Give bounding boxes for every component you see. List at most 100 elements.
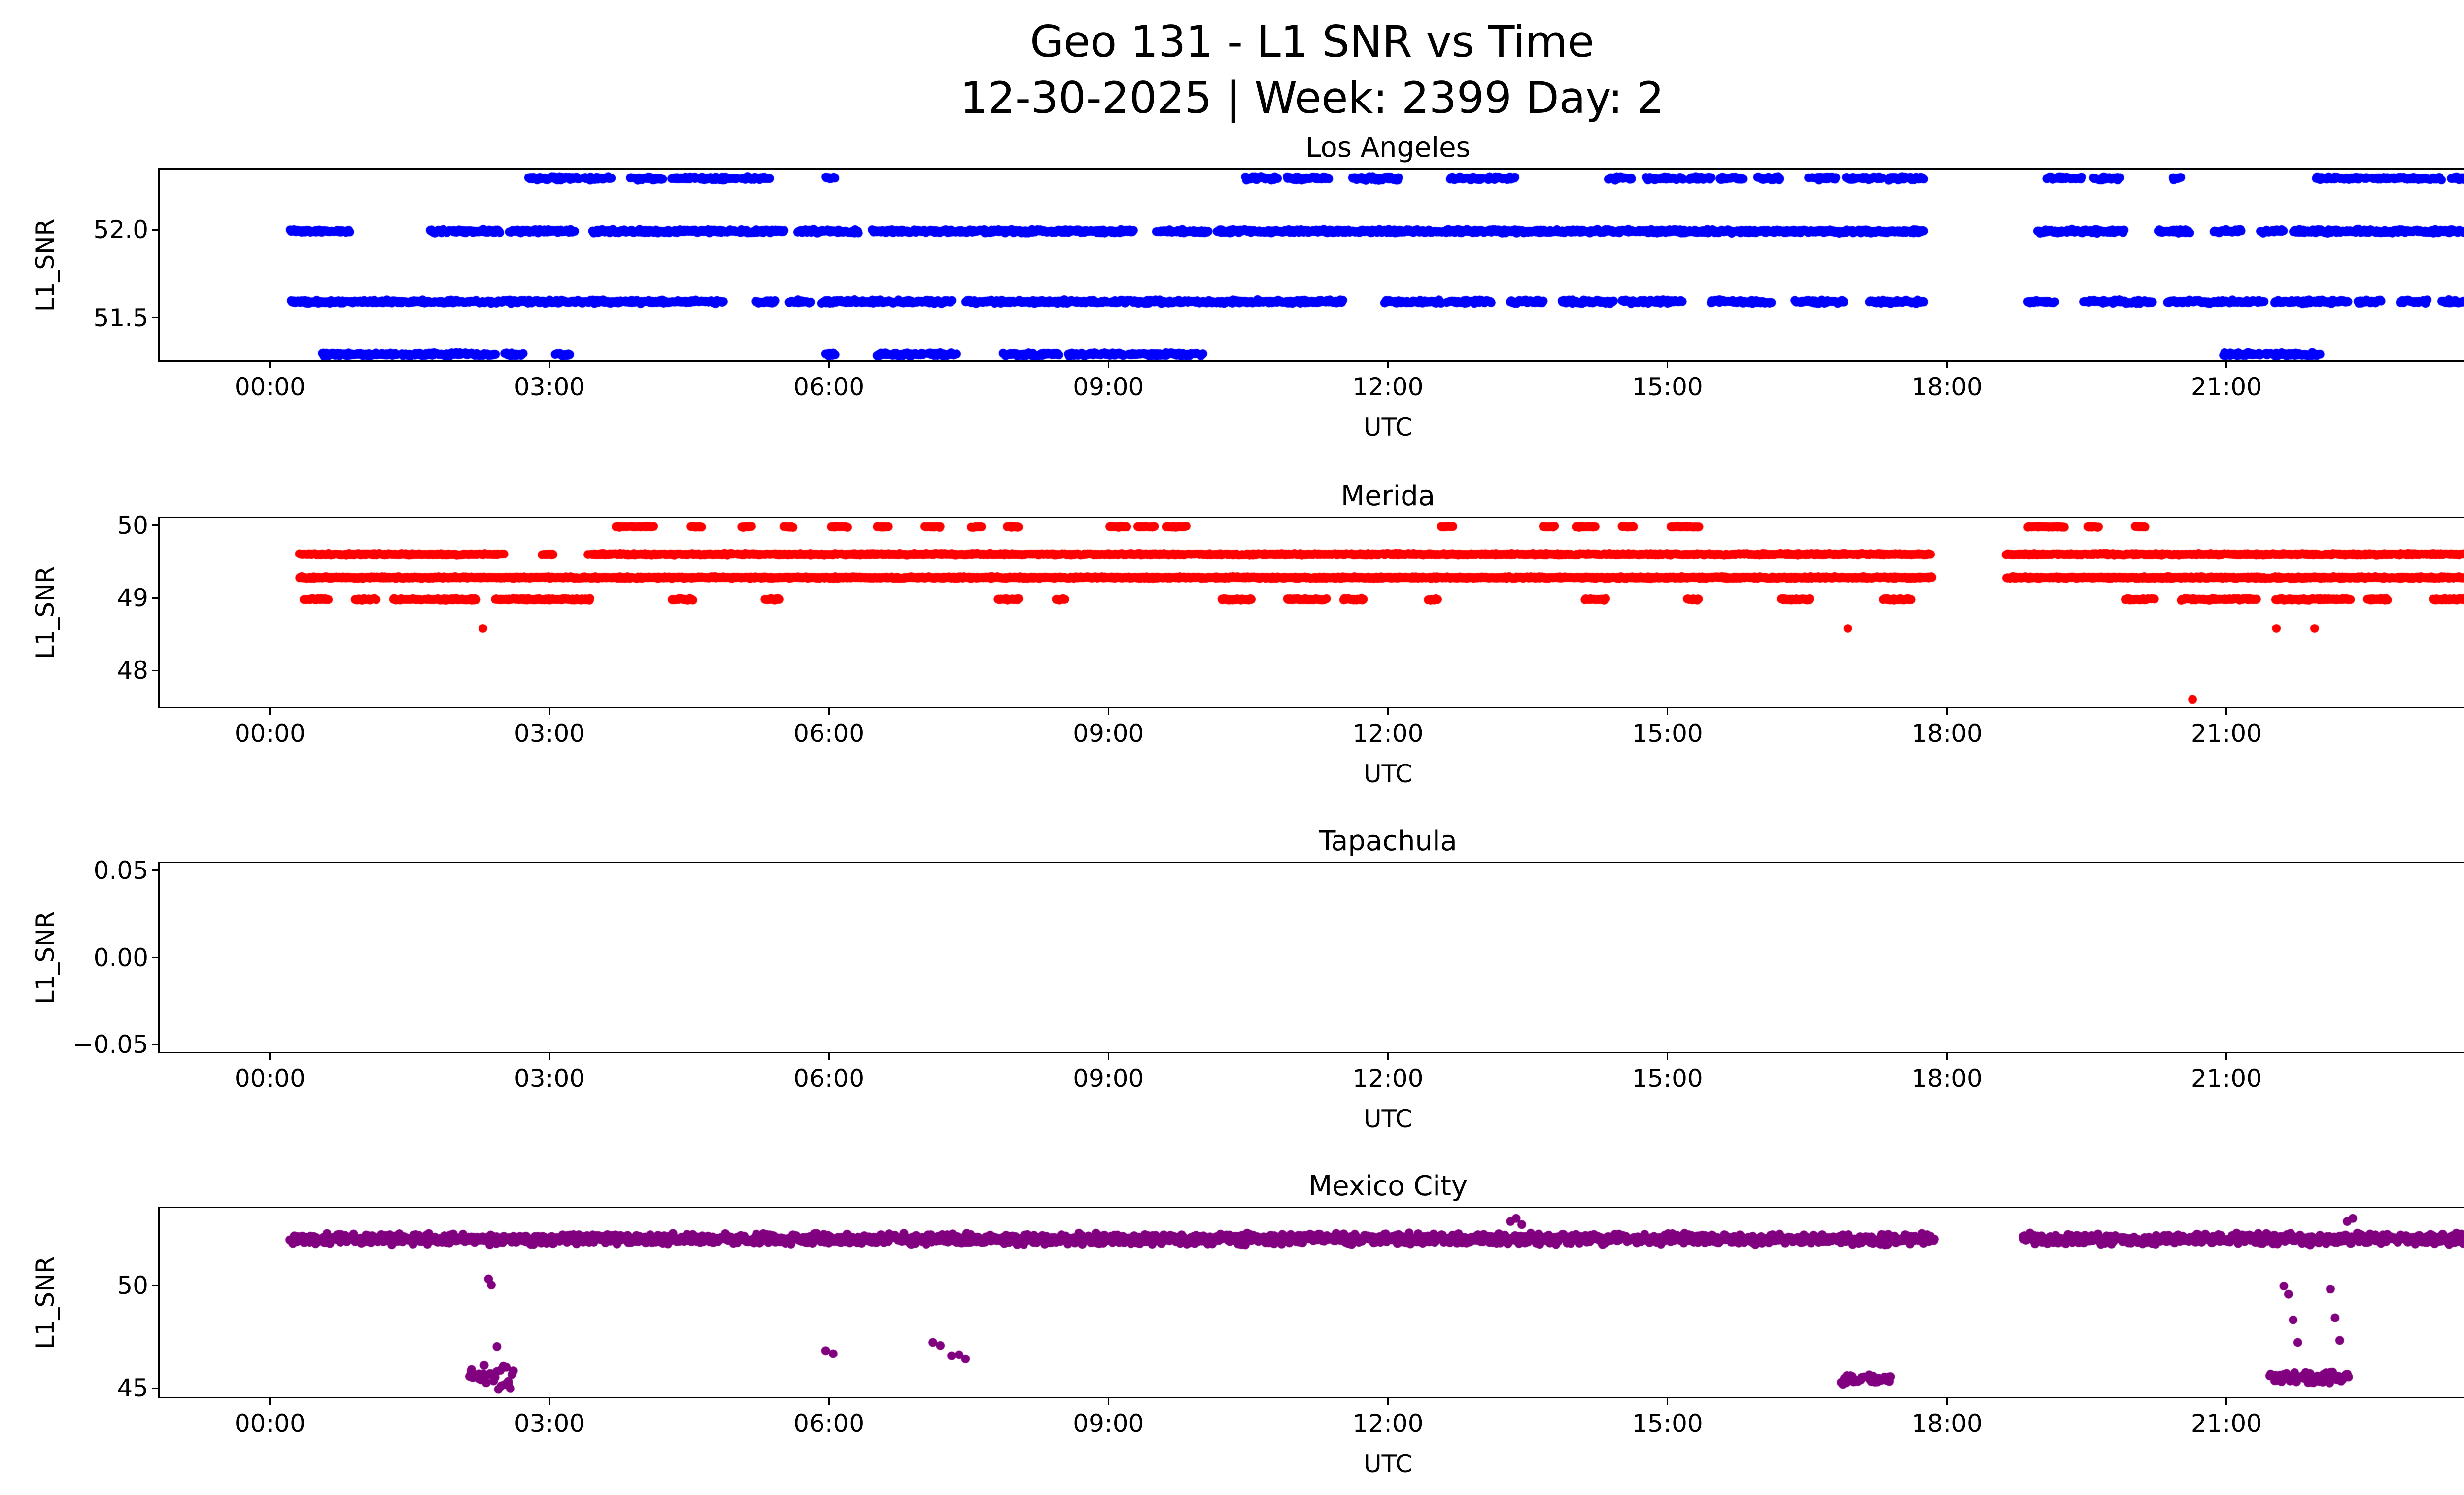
x-tick-mark (828, 1053, 830, 1060)
x-axis-label: UTC (1363, 1105, 1413, 1133)
x-tick-label: 06:00 (793, 373, 865, 401)
x-tick-label: 15:00 (1632, 1064, 1703, 1093)
subplot-title: Tapachula (1319, 825, 1457, 857)
x-tick-mark (548, 708, 550, 715)
x-tick-mark (548, 1398, 550, 1405)
y-tick-mark (152, 229, 158, 231)
x-tick-label: 15:00 (1632, 719, 1703, 748)
x-tick-label: 00:00 (2442, 719, 2464, 748)
y-tick-mark (152, 869, 158, 871)
y-tick-mark (152, 669, 158, 671)
y-tick-label: 50 (117, 511, 148, 540)
figure-title: Geo 131 - L1 SNR vs Time 12-30-2025 | We… (0, 14, 2464, 127)
x-tick-label: 21:00 (2190, 1064, 2262, 1093)
x-tick-mark (1107, 1053, 1109, 1060)
x-tick-mark (828, 1398, 830, 1405)
subplot-merida: Merida L1_SNR UTC 00:00 03:00 06:00 09:00 12… (0, 481, 2464, 788)
x-tick-mark (1107, 1398, 1109, 1405)
figure-title-line1: Geo 131 - L1 SNR vs Time (1030, 16, 1594, 67)
x-axis-label: UTC (1363, 413, 1413, 442)
y-axis-label: L1_SNR (31, 1256, 60, 1349)
x-tick-label: 09:00 (1073, 1064, 1144, 1093)
x-tick-mark (1946, 708, 1948, 715)
subplot-title: Mexico City (1308, 1170, 1468, 1202)
x-tick-mark (2225, 1053, 2227, 1060)
y-tick-label: 0.00 (93, 943, 148, 972)
x-tick-mark (1946, 362, 1948, 368)
y-tick-mark (152, 524, 158, 526)
scatter-canvas (160, 518, 2464, 707)
x-tick-label: 12:00 (1352, 719, 1424, 748)
x-tick-label: 15:00 (1632, 1409, 1703, 1438)
x-tick-mark (1387, 362, 1389, 368)
x-axis-label: UTC (1363, 760, 1413, 788)
y-tick-label: 49 (117, 584, 148, 613)
x-tick-label: 21:00 (2190, 1409, 2262, 1438)
x-tick-label: 12:00 (1352, 1409, 1424, 1438)
x-tick-label: 00:00 (234, 373, 306, 401)
x-tick-label: 09:00 (1073, 1409, 1144, 1438)
y-tick-label: 50 (117, 1271, 148, 1300)
x-tick-label: 00:00 (2442, 1409, 2464, 1438)
x-tick-mark (1667, 362, 1669, 368)
x-tick-mark (269, 1398, 271, 1405)
scatter-canvas (160, 170, 2464, 360)
x-axis-label: UTC (1363, 1450, 1413, 1478)
x-tick-label: 18:00 (1911, 719, 1983, 748)
x-tick-label: 03:00 (513, 373, 585, 401)
y-tick-mark (152, 597, 158, 599)
subplot-tapachula: Tapachula L1_SNR UTC 00:00 03:00 06:00 09:0… (0, 826, 2464, 1133)
x-tick-label: 09:00 (1073, 373, 1144, 401)
x-tick-label: 09:00 (1073, 719, 1144, 748)
x-tick-mark (1387, 1398, 1389, 1405)
x-tick-label: 18:00 (1911, 373, 1983, 401)
y-tick-mark (152, 957, 158, 958)
x-tick-mark (828, 362, 830, 368)
x-tick-mark (269, 708, 271, 715)
x-tick-label: 00:00 (234, 1064, 306, 1093)
subplot-los-angeles: Los Angeles L1_SNR UTC 00:00 03:00 06:00 09… (0, 133, 2464, 442)
x-tick-label: 06:00 (793, 719, 865, 748)
x-tick-mark (1387, 708, 1389, 715)
x-tick-mark (1667, 1398, 1669, 1405)
y-tick-label: −0.05 (72, 1030, 148, 1059)
x-tick-mark (2225, 708, 2227, 715)
x-tick-mark (2225, 1398, 2227, 1405)
y-tick-label: 0.05 (93, 856, 148, 885)
x-tick-label: 00:00 (234, 719, 306, 748)
x-tick-mark (1946, 1398, 1948, 1405)
plot-area (158, 862, 2464, 1053)
scatter-canvas (160, 863, 2464, 1052)
subplot-mexico-city: Mexico City L1_SNR UTC 00:00 03:00 06:00 09… (0, 1171, 2464, 1478)
x-tick-label: 12:00 (1352, 373, 1424, 401)
x-tick-label: 12:00 (1352, 1064, 1424, 1093)
x-tick-label: 18:00 (1911, 1064, 1983, 1093)
plot-area (158, 517, 2464, 708)
x-tick-label: 03:00 (513, 1409, 585, 1438)
x-tick-label: 06:00 (793, 1409, 865, 1438)
figure-title-line2: 12-30-2025 | Week: 2399 Day: 2 (960, 72, 1664, 124)
y-tick-mark (152, 317, 158, 319)
y-tick-label: 45 (117, 1374, 148, 1403)
x-tick-mark (548, 1053, 550, 1060)
x-tick-label: 03:00 (513, 719, 585, 748)
scatter-canvas (160, 1208, 2464, 1397)
x-tick-label: 21:00 (2190, 373, 2262, 401)
subplot-title: Merida (1340, 480, 1436, 512)
y-tick-mark (152, 1043, 158, 1045)
y-tick-label: 48 (117, 656, 148, 685)
x-tick-mark (548, 362, 550, 368)
y-tick-label: 52.0 (93, 215, 148, 244)
y-tick-mark (152, 1387, 158, 1389)
y-tick-mark (152, 1285, 158, 1286)
x-tick-label: 00:00 (2442, 373, 2464, 401)
y-tick-label: 51.5 (93, 303, 148, 332)
plot-area (158, 1207, 2464, 1398)
x-tick-label: 18:00 (1911, 1409, 1983, 1438)
x-tick-label: 06:00 (793, 1064, 865, 1093)
plot-area (158, 168, 2464, 362)
x-tick-label: 21:00 (2190, 719, 2262, 748)
x-tick-mark (1667, 1053, 1669, 1060)
x-tick-label: 03:00 (513, 1064, 585, 1093)
